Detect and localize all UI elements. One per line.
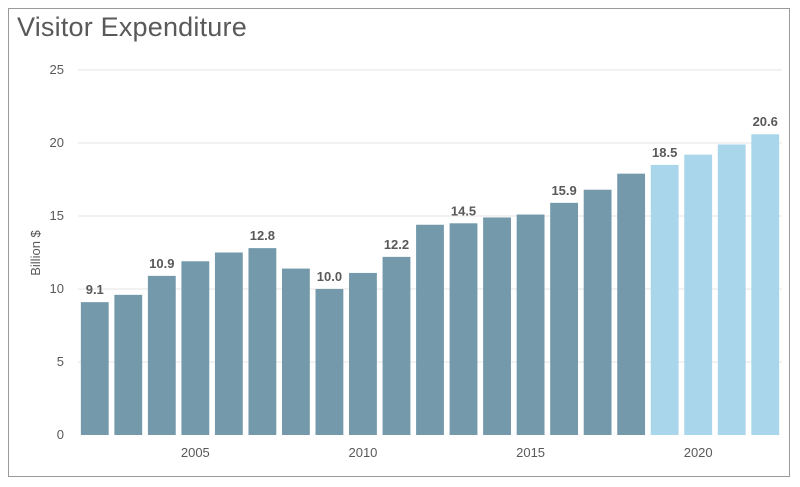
bar [315,289,344,435]
y-tick-label: 15 [50,208,64,223]
y-tick-label: 5 [57,354,64,369]
y-tick-label: 10 [50,281,64,296]
bar [349,272,377,435]
bar [751,134,780,436]
bar [147,275,176,435]
bar [281,268,310,435]
y-axis-label: Billion $ [28,229,43,275]
bar [617,173,646,435]
data-label: 18.5 [652,145,677,160]
data-label: 15.9 [551,183,576,198]
bar [248,248,277,435]
bar [483,217,511,435]
y-tick-label: 0 [57,427,64,442]
x-tick-label: 2010 [348,445,377,460]
y-tick-label: 25 [50,62,64,77]
data-label: 14.5 [451,203,476,218]
data-label: 20.6 [753,114,778,129]
bar [214,252,243,435]
x-tick-label: 2005 [181,445,210,460]
y-tick-label: 20 [50,135,64,150]
x-tick-label: 2020 [684,445,713,460]
x-tick-label: 2015 [516,445,545,460]
chart-title: Visitor Expenditure [17,12,247,42]
bar [684,154,713,435]
data-label: 10.9 [149,256,174,271]
bar [80,302,109,435]
data-label: 9.1 [86,282,104,297]
bar [717,144,746,435]
bar [516,214,545,435]
bar [449,223,478,435]
bar [416,224,444,435]
bar [114,294,143,435]
bar [181,261,210,435]
bar [650,164,679,435]
bar [382,256,411,435]
bar [583,189,612,435]
data-label: 12.8 [250,228,275,243]
data-label: 10.0 [317,269,342,284]
data-label: 12.2 [384,237,409,252]
bar [550,202,579,435]
